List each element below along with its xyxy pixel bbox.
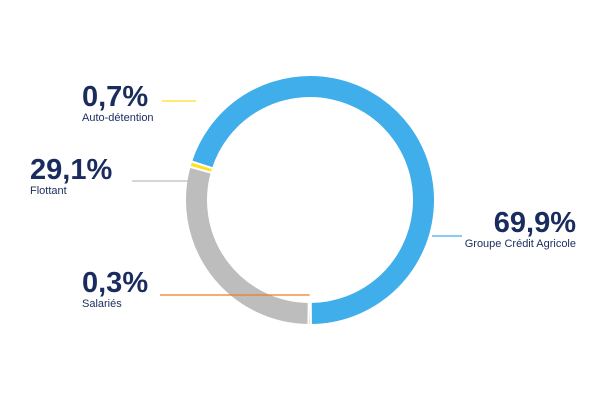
salaries-name: Salariés [82,298,122,310]
slice-flottant [184,165,310,327]
donut-slices [184,74,436,327]
flottant-value: 29,1% [30,154,113,186]
auto-detention-name: Auto-détention [82,112,154,124]
slice-groupe-cr-dit-agricole [189,74,436,327]
groupe-credit-agricole-value: 69,9% [493,207,576,239]
auto-detention-value: 0,7% [82,81,149,113]
label-auto-detention: 0,7% Auto-détention [82,82,154,125]
groupe-credit-agricole-name: Groupe Crédit Agricole [464,238,576,250]
label-flottant: 29,1% Flottant [30,155,112,198]
leader-lines [132,100,462,296]
flottant-name: Flottant [30,185,67,197]
salaries-value: 0,3% [82,267,149,299]
slice-auto-d-tention [188,160,215,175]
label-groupe-credit-agricole: 69,9% Groupe Crédit Agricole [465,208,576,251]
label-salaries: 0,3% Salariés [82,268,148,311]
